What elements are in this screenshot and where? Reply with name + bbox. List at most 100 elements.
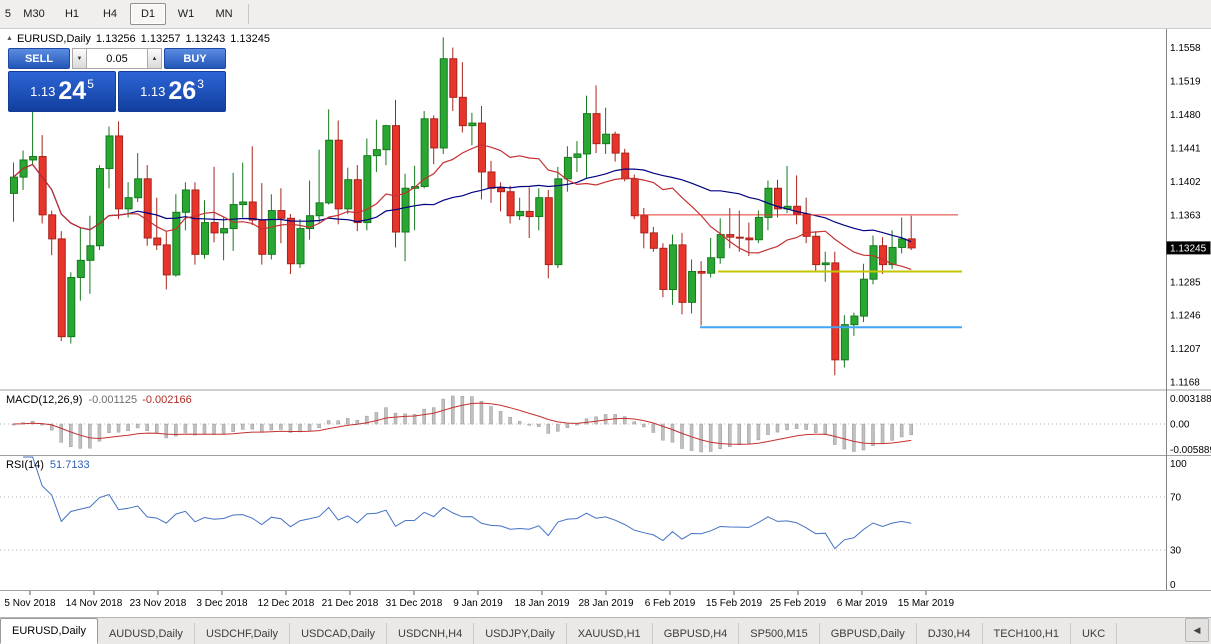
svg-text:1.1558: 1.1558	[1170, 43, 1201, 54]
sell-price-major: 1.13	[30, 84, 56, 99]
timeframe-button-5[interactable]: 5	[4, 8, 11, 20]
svg-text:14 Nov 2018: 14 Nov 2018	[66, 598, 123, 609]
chart-tab-usdcnh-h4[interactable]: USDCNH,H4	[387, 623, 475, 644]
ohlc-low: 1.13243	[185, 33, 226, 45]
buy-price-pipette: 3	[197, 77, 204, 91]
svg-text:9 Jan 2019: 9 Jan 2019	[453, 598, 503, 609]
toolbar-separator	[248, 4, 249, 24]
current-price-tag: 1.13245	[1166, 241, 1211, 255]
svg-text:1.1285: 1.1285	[1170, 277, 1201, 288]
timeframe-toolbar: 5 M30 H1 H4 D1 W1 MN	[0, 0, 1211, 29]
rsi-indicator-label: RSI(14) 51.7133	[6, 459, 90, 471]
pane-dividers	[0, 29, 1211, 591]
ohlc-open: 1.13256	[95, 33, 136, 45]
svg-text:18 Jan 2019: 18 Jan 2019	[514, 598, 569, 609]
rsi-axis: 100 70 30 0	[1170, 459, 1187, 591]
tab-scroll-left-button[interactable]: ◀	[1185, 618, 1209, 642]
timeframe-button-w1[interactable]: W1	[177, 8, 195, 20]
chart-tab-eurusd-daily[interactable]: EURUSD,Daily	[0, 618, 98, 644]
svg-text:12 Dec 2018: 12 Dec 2018	[258, 598, 315, 609]
svg-text:30: 30	[1170, 546, 1182, 557]
svg-text:6 Mar 2019: 6 Mar 2019	[837, 598, 888, 609]
svg-text:1.1207: 1.1207	[1170, 344, 1201, 355]
svg-text:1.1168: 1.1168	[1170, 378, 1200, 389]
buy-price-major: 1.13	[140, 84, 166, 99]
svg-text:21 Dec 2018: 21 Dec 2018	[322, 598, 379, 609]
sell-price-button[interactable]: 1.13 24 5	[8, 71, 116, 112]
chart-ohlc-title: ▲ EURUSD,Daily 1.13256 1.13257 1.13243 1.1324…	[6, 33, 270, 45]
svg-text:1.1480: 1.1480	[1170, 110, 1201, 121]
svg-text:1.1402: 1.1402	[1170, 177, 1201, 188]
ma-slow-line	[13, 163, 912, 243]
macd-value: -0.001125	[88, 394, 138, 406]
macd-indicator-label: MACD(12,26,9) -0.001125 -0.002166	[6, 394, 192, 406]
svg-text:70: 70	[1170, 492, 1182, 503]
chart-window: 1.1558 1.1519 1.1480 1.1441 1.1402 1.1363 1.13…	[0, 29, 1211, 617]
chart-symbol-period: EURUSD,Daily	[16, 33, 91, 45]
chart-tab-sp500-m15[interactable]: SP500,M15	[739, 623, 820, 644]
one-click-collapse-icon[interactable]: ▲	[6, 35, 13, 42]
svg-text:1.1246: 1.1246	[1170, 311, 1201, 322]
svg-text:1.1441: 1.1441	[1170, 143, 1201, 154]
svg-text:1.1363: 1.1363	[1170, 210, 1201, 221]
timeframe-button-m30[interactable]: M30	[23, 8, 45, 20]
one-click-trading-panel: SELL ▼ ▲ BUY 1.13 24 5 1.13 26 3	[8, 48, 226, 112]
svg-text:3 Dec 2018: 3 Dec 2018	[196, 598, 248, 609]
rsi-pane	[0, 456, 1166, 551]
macd-axis: 0.003188 0.00 -0.005889	[1170, 394, 1211, 456]
chart-tab-tech100-h1[interactable]: TECH100,H1	[983, 623, 1071, 644]
chart-tabbar: EURUSD,Daily AUDUSD,Daily USDCHF,Daily USDC…	[0, 617, 1211, 644]
sell-price-pips: 24	[58, 77, 87, 105]
chart-tab-audusd-daily[interactable]: AUDUSD,Daily	[98, 623, 195, 644]
svg-text:6 Feb 2019: 6 Feb 2019	[645, 598, 696, 609]
ma-fast-line	[13, 144, 912, 270]
svg-text:100: 100	[1170, 459, 1187, 470]
chart-tab-usdcad-daily[interactable]: USDCAD,Daily	[290, 623, 388, 644]
svg-text:5 Nov 2018: 5 Nov 2018	[4, 598, 56, 609]
buy-price-button[interactable]: 1.13 26 3	[118, 71, 226, 112]
volume-increase-icon[interactable]: ▲	[147, 48, 162, 69]
sell-price-pipette: 5	[87, 77, 94, 91]
chart-tab-gbpusd-h4[interactable]: GBPUSD,H4	[653, 623, 740, 644]
buy-price-pips: 26	[168, 77, 197, 105]
svg-text:25 Feb 2019: 25 Feb 2019	[770, 598, 827, 609]
svg-text:1.1519: 1.1519	[1170, 77, 1201, 88]
chart-tab-dj30-h4[interactable]: DJ30,H4	[917, 623, 983, 644]
volume-input[interactable]	[87, 48, 147, 69]
svg-text:0.00: 0.00	[1170, 420, 1190, 431]
buy-button[interactable]: BUY	[164, 48, 226, 69]
volume-decrease-icon[interactable]: ▼	[72, 48, 87, 69]
date-axis: 5 Nov 2018 14 Nov 2018 23 Nov 2018 3 Dec 20…	[4, 591, 955, 609]
chart-tabbar-tabs: EURUSD,Daily AUDUSD,Daily USDCHF,Daily USDC…	[0, 618, 1183, 644]
svg-text:-0.005889: -0.005889	[1170, 445, 1211, 456]
macd-signal-value: -0.002166	[142, 394, 192, 406]
ohlc-high: 1.13257	[140, 33, 181, 45]
chart-canvas[interactable]: 1.1558 1.1519 1.1480 1.1441 1.1402 1.1363 1.13…	[0, 29, 1211, 617]
svg-text:15 Mar 2019: 15 Mar 2019	[898, 598, 955, 609]
rsi-value: 51.7133	[49, 459, 90, 471]
sell-button[interactable]: SELL	[8, 48, 70, 69]
timeframe-button-h1[interactable]: H1	[64, 8, 80, 20]
candlestick-series	[10, 37, 916, 376]
svg-text:23 Nov 2018: 23 Nov 2018	[130, 598, 187, 609]
svg-text:0.003188: 0.003188	[1170, 394, 1211, 405]
svg-text:31 Dec 2018: 31 Dec 2018	[386, 598, 443, 609]
ohlc-close: 1.13245	[230, 33, 270, 45]
timeframe-button-d1[interactable]: D1	[130, 3, 166, 25]
rsi-name: RSI(14)	[6, 459, 44, 471]
svg-text:1.13245: 1.13245	[1170, 243, 1207, 254]
chart-tab-xauusd-h1[interactable]: XAUUSD,H1	[567, 623, 653, 644]
chart-tab-ukc[interactable]: UKC	[1071, 623, 1118, 644]
svg-text:0: 0	[1170, 580, 1176, 591]
chart-tab-usdjpy-daily[interactable]: USDJPY,Daily	[474, 623, 567, 644]
timeframe-button-mn[interactable]: MN	[215, 8, 233, 20]
svg-text:28 Jan 2019: 28 Jan 2019	[578, 598, 633, 609]
macd-pane	[0, 395, 1166, 453]
chart-tab-usdchf-daily[interactable]: USDCHF,Daily	[195, 623, 291, 644]
macd-name: MACD(12,26,9)	[6, 394, 83, 406]
chart-tab-gbpusd-daily[interactable]: GBPUSD,Daily	[820, 623, 917, 644]
volume-stepper: ▼ ▲	[72, 48, 162, 69]
svg-text:15 Feb 2019: 15 Feb 2019	[706, 598, 763, 609]
price-axis: 1.15581.15191.14801.14411.14021.13631.13…	[1170, 43, 1201, 389]
timeframe-button-h4[interactable]: H4	[102, 8, 118, 20]
